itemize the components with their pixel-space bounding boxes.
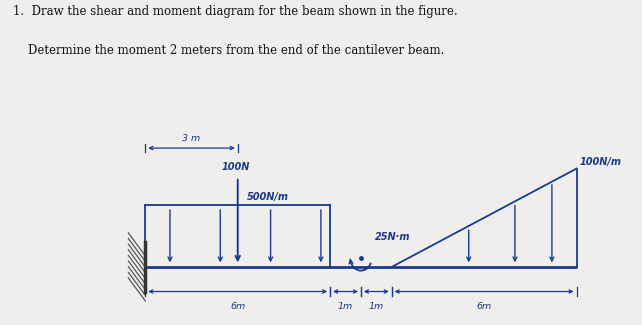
Text: 6m: 6m xyxy=(476,302,492,311)
Text: 6m: 6m xyxy=(230,302,245,311)
Text: 1m: 1m xyxy=(369,302,384,311)
Text: 100N: 100N xyxy=(222,162,250,172)
Text: Determine the moment 2 meters from the end of the cantilever beam.: Determine the moment 2 meters from the e… xyxy=(13,44,444,57)
Text: 1m: 1m xyxy=(338,302,353,311)
Text: 1.  Draw the shear and moment diagram for the beam shown in the figure.: 1. Draw the shear and moment diagram for… xyxy=(13,5,458,18)
Text: 500N/m: 500N/m xyxy=(247,192,289,202)
Text: 100N/m: 100N/m xyxy=(580,157,621,166)
Text: 25N·m: 25N·m xyxy=(375,231,410,241)
Text: 3 m: 3 m xyxy=(182,134,201,143)
